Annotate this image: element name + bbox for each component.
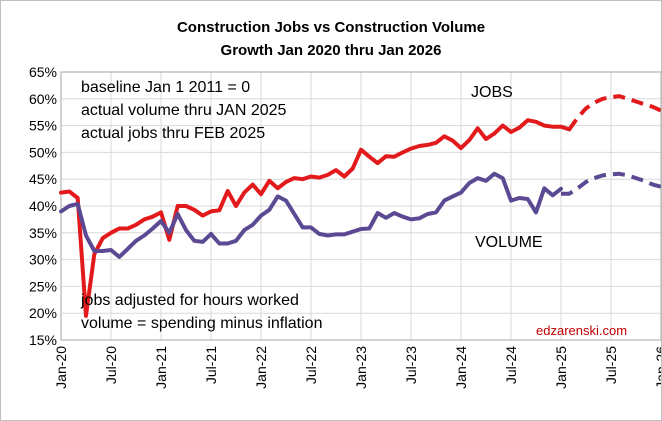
x-tick-label: Jul-24 xyxy=(503,346,519,384)
annotation-jobs-adjusted: jobs adjusted for hours worked xyxy=(80,292,299,309)
annotation-baseline: baseline Jan 1 2011 = 0 xyxy=(81,79,250,96)
credit-text: edzarenski.com xyxy=(536,323,627,338)
y-tick-label: 50% xyxy=(29,144,57,160)
annotation-jobs-actual: actual jobs thru FEB 2025 xyxy=(81,125,265,142)
x-tick-label: Jan-20 xyxy=(53,346,69,389)
y-tick-label: 55% xyxy=(29,118,57,134)
y-tick-label: 35% xyxy=(29,225,57,241)
x-tick-label: Jan-22 xyxy=(253,346,269,389)
y-axis-ticks: 15% 20% 25% 30% 35% 40% 45% 50% 55% 60% 65% xyxy=(29,64,57,348)
x-axis-ticks: Jan-20 Jul-20 Jan-21 Jul-21 Jan-22 Jul-22 Jan-… xyxy=(53,346,661,389)
y-tick-label: 40% xyxy=(29,198,57,214)
series-lines xyxy=(59,94,661,318)
x-tick-label: Jul-25 xyxy=(603,346,619,384)
x-tick-label: Jan-23 xyxy=(353,346,369,389)
series-label-volume: VOLUME xyxy=(475,234,543,251)
series-label-jobs: JOBS xyxy=(471,84,513,101)
x-tick-label: Jul-23 xyxy=(403,346,419,384)
x-tick-label: Jul-21 xyxy=(203,346,219,384)
x-tick-label: Jan-26 xyxy=(653,346,661,389)
chart-title: Construction Jobs vs Construction Volume xyxy=(177,19,485,36)
annotation-volume-definition: volume = spending minus inflation xyxy=(81,315,322,332)
y-tick-label: 45% xyxy=(29,171,57,187)
y-tick-label: 60% xyxy=(29,91,57,107)
x-tick-label: Jan-21 xyxy=(153,346,169,389)
series-line-volume-actual xyxy=(59,171,563,259)
x-tick-label: Jul-22 xyxy=(303,346,319,384)
x-tick-label: Jan-24 xyxy=(453,346,469,389)
annotation-volume-actual: actual volume thru JAN 2025 xyxy=(81,102,287,119)
series-line-jobs-forecast xyxy=(567,94,661,131)
y-tick-label: 20% xyxy=(29,305,57,321)
series-line-jobs-actual xyxy=(59,118,572,318)
x-tick-label: Jul-20 xyxy=(103,346,119,384)
y-tick-label: 25% xyxy=(29,278,57,294)
x-tick-label: Jan-25 xyxy=(553,346,569,389)
y-tick-label: 30% xyxy=(29,252,57,268)
chart-subtitle: Growth Jan 2020 thru Jan 2026 xyxy=(221,42,442,59)
y-tick-label: 65% xyxy=(29,64,57,80)
y-tick-label: 15% xyxy=(29,332,57,348)
plot-area-border xyxy=(60,71,661,341)
